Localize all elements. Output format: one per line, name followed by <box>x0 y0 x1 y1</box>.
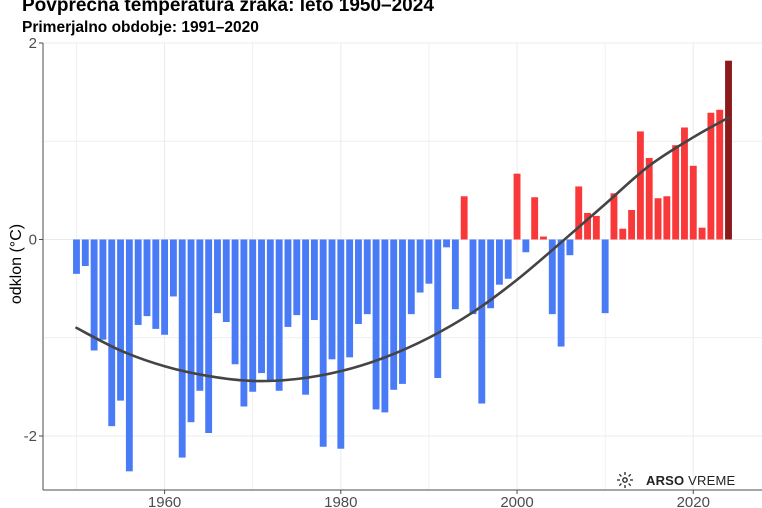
bar-1994 <box>460 196 468 240</box>
logo-text: ARSO VREME <box>646 473 735 488</box>
bar-1997 <box>487 239 495 309</box>
bar-2019 <box>681 127 688 240</box>
bar-1990 <box>425 239 433 284</box>
chart-title: Povprečna temperatura zraka: leto 1950–2… <box>22 0 434 16</box>
bar-1979 <box>328 239 336 360</box>
x-tick-label: 1960 <box>148 494 181 508</box>
bar-1980 <box>337 239 345 449</box>
bar-2018 <box>672 145 680 240</box>
bar-1961 <box>169 239 177 297</box>
bar-2002 <box>531 197 539 240</box>
bar-1973 <box>275 239 283 391</box>
bar-1955 <box>117 239 124 401</box>
bar-1966 <box>214 239 221 314</box>
bar-2015 <box>645 157 653 240</box>
bar-2011 <box>610 193 618 240</box>
bar-1991 <box>434 239 442 378</box>
bars <box>73 60 732 472</box>
bar-1989 <box>416 239 424 293</box>
bar-1986 <box>390 239 398 390</box>
bar-2008 <box>584 212 591 240</box>
bar-2017 <box>663 196 671 240</box>
arso-vreme-logo: ARSO VREME <box>616 470 735 490</box>
bar-2009 <box>592 215 600 240</box>
x-tick-label: 1980 <box>324 494 357 508</box>
bar-2001 <box>522 239 530 253</box>
bar-2013 <box>628 210 636 240</box>
bar-1951 <box>81 239 89 267</box>
trend-line-group <box>75 116 730 383</box>
bar-1999 <box>504 239 512 279</box>
bar-2023 <box>716 109 724 240</box>
trend-line <box>75 116 730 383</box>
y-tick-label: 0 <box>29 231 37 248</box>
bar-1958 <box>143 239 151 317</box>
bar-1967 <box>222 239 230 322</box>
y-tick-label: 2 <box>29 35 37 52</box>
bar-2010 <box>601 239 609 314</box>
bar-1976 <box>302 239 310 395</box>
bar-2024 <box>725 60 732 240</box>
x-tick-label: 2000 <box>500 494 533 508</box>
bar-1972 <box>266 239 274 381</box>
bar-2000 <box>513 173 521 240</box>
bar-1984 <box>372 239 380 410</box>
bar-2006 <box>566 239 574 256</box>
bar-1950 <box>73 239 80 274</box>
bar-1952 <box>90 239 98 351</box>
bar-2007 <box>575 186 583 240</box>
bar-1974 <box>284 239 292 327</box>
bar-2020 <box>689 165 697 240</box>
bar-1965 <box>205 239 213 434</box>
bar-1969 <box>240 239 248 407</box>
bar-1996 <box>478 239 486 404</box>
weather-icon <box>617 472 633 488</box>
bar-2022 <box>707 112 715 240</box>
bar-1977 <box>310 239 318 321</box>
logo-brand: ARSO <box>646 472 685 488</box>
bar-2003 <box>540 236 547 240</box>
bar-2004 <box>548 239 556 315</box>
y-tick-label: -2 <box>24 428 37 445</box>
bar-1985 <box>381 239 389 413</box>
bar-1971 <box>258 239 265 374</box>
axes <box>39 42 762 494</box>
bar-1975 <box>293 239 301 316</box>
bar-1962 <box>178 239 186 458</box>
chart-subtitle: Primerjalno obdobje: 1991–2020 <box>22 19 259 36</box>
bar-1953 <box>99 239 107 340</box>
bar-1963 <box>187 239 195 423</box>
bar-2005 <box>557 239 565 347</box>
bar-1993 <box>451 239 459 310</box>
bar-1978 <box>319 239 327 447</box>
bar-1957 <box>134 239 142 325</box>
bar-1960 <box>161 239 169 335</box>
bar-1970 <box>249 239 257 392</box>
bar-1992 <box>443 239 450 248</box>
bar-1983 <box>363 239 371 315</box>
bar-1968 <box>231 239 239 365</box>
logo-product: VREME <box>688 472 736 488</box>
y-tick-labels: -2 0 2 <box>24 35 37 445</box>
bar-2016 <box>654 198 662 240</box>
x-tick-label: 2020 <box>677 494 710 508</box>
bar-1959 <box>152 239 160 329</box>
bar-1998 <box>495 239 503 285</box>
bar-1982 <box>355 239 362 324</box>
bar-2014 <box>636 131 644 240</box>
bar-1964 <box>196 239 204 391</box>
bar-1981 <box>346 239 354 358</box>
bar-2021 <box>698 227 706 240</box>
bar-1987 <box>399 239 406 384</box>
bar-2012 <box>619 228 627 240</box>
bar-1954 <box>108 239 116 427</box>
bar-1995 <box>469 239 477 315</box>
x-tick-labels: 1960 1980 2000 2020 <box>148 494 710 508</box>
bar-1988 <box>407 239 415 315</box>
